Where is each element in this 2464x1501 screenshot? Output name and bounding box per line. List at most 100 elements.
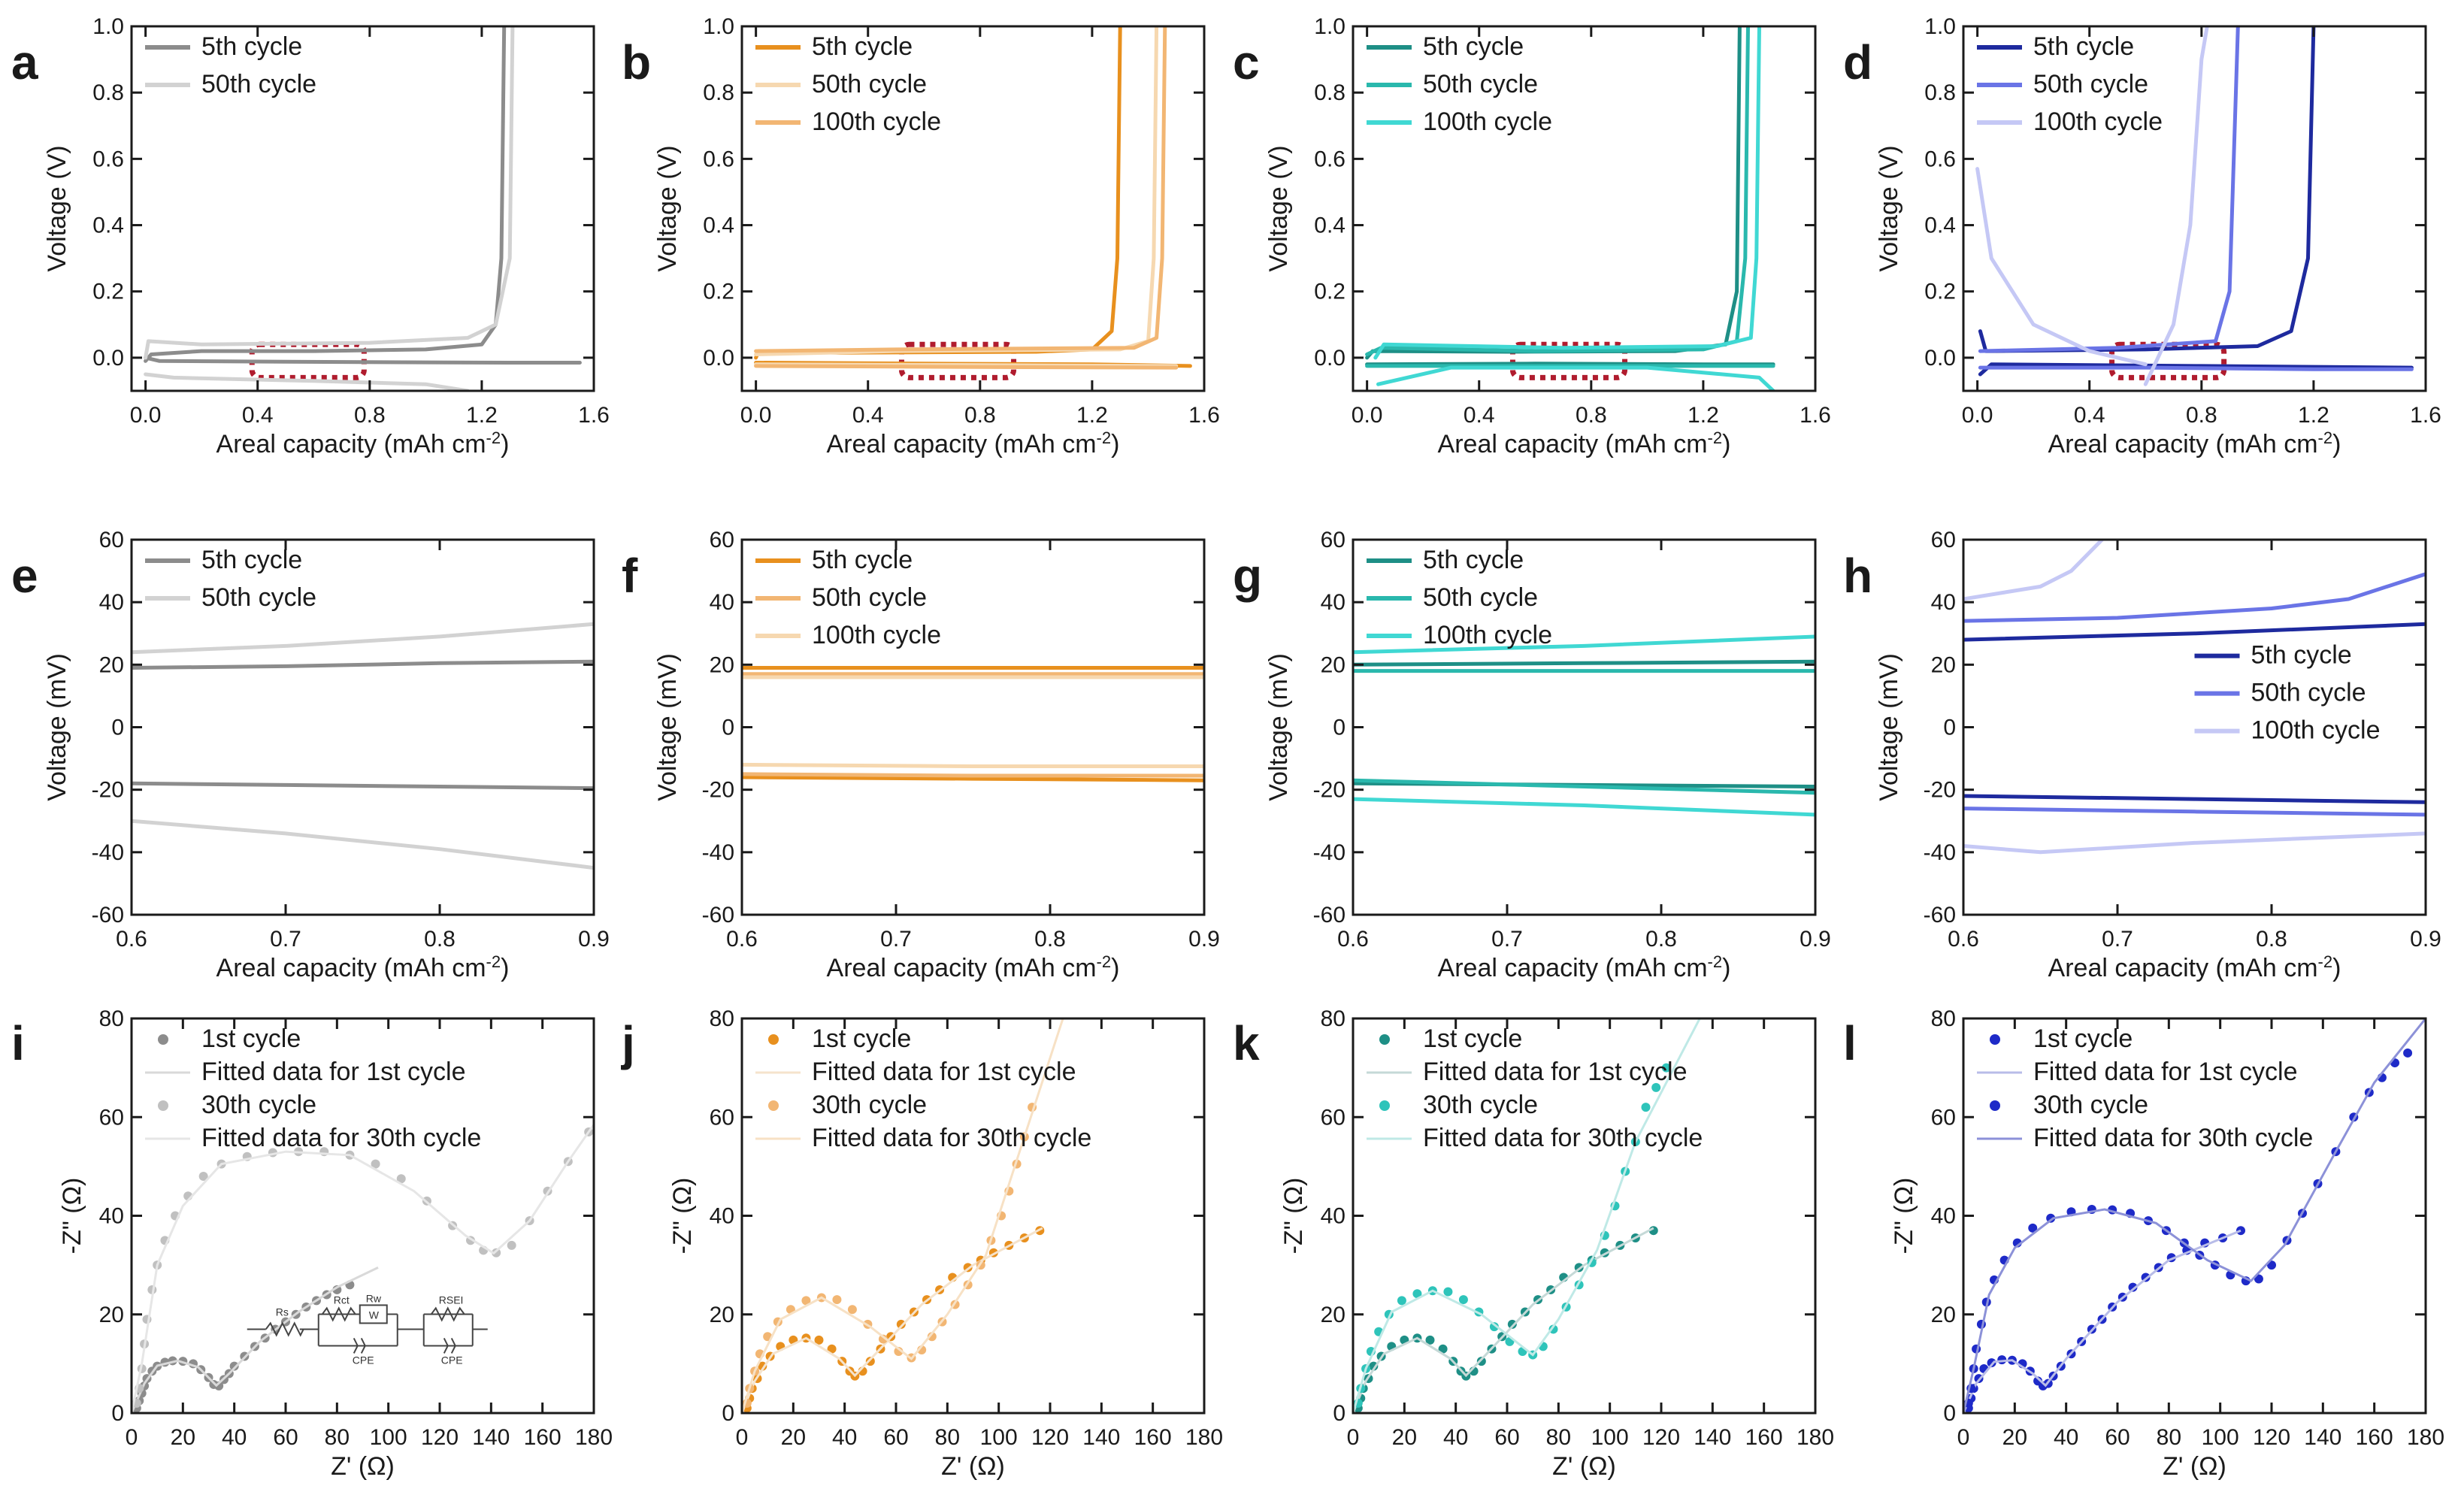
series-line-h-0-0 xyxy=(1963,622,2426,642)
x-tick-label: 180 xyxy=(575,1425,613,1450)
series-line-h-2-1 xyxy=(1963,831,2426,855)
series-line-g-2-0 xyxy=(1353,634,1815,655)
legend-marker xyxy=(768,1100,779,1111)
plot-frame xyxy=(130,25,595,392)
legend-label: 5th cycle xyxy=(1423,546,1524,574)
legend-marker xyxy=(768,1034,779,1045)
data-point-k-2-27 xyxy=(1661,1063,1671,1073)
y-tick-label: 20 xyxy=(99,652,124,677)
circuit-label: Rs xyxy=(276,1306,289,1318)
x-axis-title-close: ) xyxy=(2332,954,2341,982)
series-line-h-2-0 xyxy=(1963,540,2104,601)
series-line-f-1-1 xyxy=(742,772,1204,778)
x-tick-label: 40 xyxy=(2054,1425,2078,1450)
x-tick-label: 80 xyxy=(935,1425,960,1450)
panel-i: Rs Rct Rw W CPE RSEI CPE 0 20 40 60 80 100 120 140 160 1… xyxy=(11,1006,613,1481)
x-tick-label: 80 xyxy=(325,1425,350,1450)
x-axis-title: Areal capacity (mAh cm-2) xyxy=(827,952,1120,983)
panel-letter: a xyxy=(11,35,38,89)
y-tick-label: 20 xyxy=(1931,652,1956,677)
legend-label: 5th cycle xyxy=(1423,32,1524,61)
y-tick-label: 60 xyxy=(710,1105,734,1130)
y-axis-title: Voltage (V) xyxy=(653,145,682,271)
data-point-j-0-9 xyxy=(814,1335,824,1345)
data-group xyxy=(132,1124,594,1413)
x-tick-label: 0.7 xyxy=(2102,927,2133,952)
x-tick-label: 60 xyxy=(1494,1425,1519,1450)
y-tick-label: -40 xyxy=(1313,840,1346,865)
y-tick-label: 0.0 xyxy=(92,346,124,371)
legend: 5th cycle 50th cycle 100th cycle xyxy=(1977,32,2163,136)
x-tick-label: 180 xyxy=(1797,1425,1834,1450)
x-tick-label: 1.6 xyxy=(2410,403,2441,428)
x-tick-label: 1.2 xyxy=(1076,403,1108,428)
legend-label: 1st cycle xyxy=(812,1024,911,1053)
panel-a: 0.0 0.4 0.8 1.2 1.6 0.0 0.2 0.4 0.6 0.8 1.0 Areal c… xyxy=(11,14,610,458)
y-tick-label: 0.0 xyxy=(703,346,734,371)
data-point-j-2-12 xyxy=(878,1334,888,1344)
x-tick-label: 20 xyxy=(1392,1425,1417,1450)
x-axis-title-text: Areal capacity (mAh cm xyxy=(827,430,1097,458)
x-tick-label: 160 xyxy=(1745,1425,1783,1450)
panel-b: 0.0 0.4 0.8 1.2 1.6 0.0 0.2 0.4 0.6 0.8 1.0 Areal c… xyxy=(622,14,1220,458)
resistor-rsei xyxy=(430,1306,465,1322)
data-point-l-2-9 xyxy=(2028,1223,2038,1233)
series-line-d-2-0 xyxy=(1975,167,2148,367)
x-tick-label: 140 xyxy=(2304,1425,2341,1450)
x-axis-title-close: ) xyxy=(1722,954,1730,982)
y-tick-label: 0.6 xyxy=(1314,147,1346,171)
series-line-h-0-1 xyxy=(1963,794,2426,804)
data-point-k-2-26 xyxy=(1651,1082,1661,1092)
panel-letter: i xyxy=(11,1016,25,1070)
data-group xyxy=(1975,26,2414,386)
fit-line-j-1 xyxy=(742,1227,1043,1413)
series-line-g-0-0 xyxy=(1353,659,1815,667)
x-tick-label: 40 xyxy=(222,1425,247,1450)
x-tick-label: 0.8 xyxy=(1034,927,1066,952)
circuit-label: Rw xyxy=(366,1292,382,1304)
x-axis-title-text: Areal capacity (mAh cm xyxy=(1438,954,1708,982)
x-tick-label: 140 xyxy=(1082,1425,1120,1450)
x-tick-label: 20 xyxy=(2002,1425,2027,1450)
legend-label: 100th cycle xyxy=(812,107,941,136)
x-tick-label: 0.0 xyxy=(740,403,772,428)
fit-line-l-3 xyxy=(1963,1018,2426,1413)
x-tick-label: 0.8 xyxy=(1576,403,1607,428)
y-tick-label: -20 xyxy=(1313,778,1346,803)
legend-label: Fitted data for 1st cycle xyxy=(201,1058,466,1086)
plot-frame xyxy=(740,25,1206,392)
x-tick-label: 0.9 xyxy=(1800,927,1831,952)
series-line-f-2-1 xyxy=(742,762,1204,768)
x-axis-title-exp: -2 xyxy=(1708,428,1723,447)
x-tick-label: 120 xyxy=(421,1425,459,1450)
x-tick-label: 0.4 xyxy=(1464,403,1495,428)
y-tick-label: 40 xyxy=(1931,590,1956,615)
y-tick-label: 0.2 xyxy=(1924,280,1956,304)
y-tick-label: 0.8 xyxy=(1924,80,1956,105)
legend-label: Fitted data for 30th cycle xyxy=(812,1124,1091,1152)
x-tick-label: 0 xyxy=(1347,1425,1360,1450)
y-tick-label: 40 xyxy=(1931,1204,1956,1229)
panel-g: 0.6 0.7 0.8 0.9 -60 -40 -20 0 20 40 60 Areal capaci… xyxy=(1233,528,1831,982)
y-tick-label: 40 xyxy=(710,1204,734,1229)
data-group xyxy=(1963,1018,2426,1413)
data-point-i-0-17 xyxy=(229,1361,239,1371)
series-line-d-1-0 xyxy=(1978,26,2240,353)
data-group xyxy=(132,622,594,870)
x-tick-label: 100 xyxy=(370,1425,407,1450)
legend-marker xyxy=(158,1100,168,1111)
x-axis-title-close: ) xyxy=(1722,430,1730,458)
cpe-element xyxy=(443,1337,456,1354)
legend-label: 50th cycle xyxy=(1423,70,1538,98)
y-tick-label: 20 xyxy=(710,652,734,677)
y-tick-label: 0.4 xyxy=(1314,213,1346,238)
zoom-region-box xyxy=(2109,341,2227,380)
y-tick-label: 60 xyxy=(1321,1105,1346,1130)
legend-label: 50th cycle xyxy=(812,70,927,98)
legend-label: 5th cycle xyxy=(201,546,302,574)
plot-frame xyxy=(1352,25,1817,392)
y-tick-label: -40 xyxy=(702,840,734,865)
x-axis-title-exp: -2 xyxy=(2318,952,2333,971)
legend-label: 100th cycle xyxy=(1423,621,1552,649)
